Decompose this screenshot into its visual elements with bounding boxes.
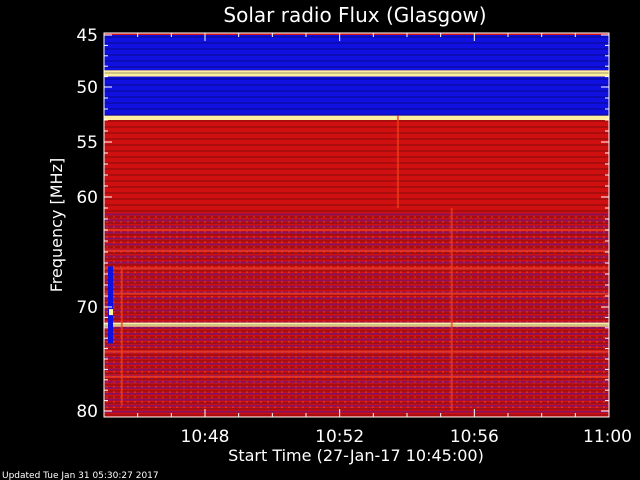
bright-spot: [109, 309, 113, 316]
x-tick-label: 10:52: [315, 427, 364, 447]
x-tick-label: 11:00: [583, 427, 632, 447]
y-tick-label: 55: [76, 133, 98, 153]
plot-texture: [104, 33, 609, 417]
x-axis: 10:48 10:52 10:56 11:00: [137, 33, 632, 447]
vertical-feature-1: [450, 208, 453, 411]
y-tick-label: 70: [76, 298, 98, 318]
y-tick-label: 50: [76, 78, 98, 98]
x-axis-label: Start Time (27-Jan-17 10:45:00): [228, 446, 484, 465]
emission-line-0: [104, 228, 609, 231]
x-tick-label: 10:56: [450, 427, 499, 447]
plot-area: [103, 32, 610, 418]
emission-line-4: [104, 350, 609, 353]
y-tick-label: 80: [76, 402, 98, 422]
chart-title: Solar radio Flux (Glasgow): [223, 3, 486, 27]
y-axis: 45 50 55 60 70 80: [76, 26, 609, 422]
y-tick-label: 45: [76, 26, 98, 46]
blue-burst: [108, 266, 113, 344]
plot-frame: [103, 32, 610, 418]
updated-footer: Updated Tue Jan 31 05:30:27 2017: [2, 471, 159, 480]
y-tick-label: 60: [76, 188, 98, 208]
emission-line-2: [104, 267, 609, 270]
emission-line-3: [104, 292, 609, 295]
x-tick-label: 10:48: [181, 427, 230, 447]
emission-line-5: [104, 375, 609, 378]
y-axis-label: Frequency [MHz]: [47, 158, 66, 292]
emission-line-1: [104, 249, 609, 252]
vertical-feature-2: [120, 268, 123, 406]
vertical-feature-0: [396, 115, 399, 208]
